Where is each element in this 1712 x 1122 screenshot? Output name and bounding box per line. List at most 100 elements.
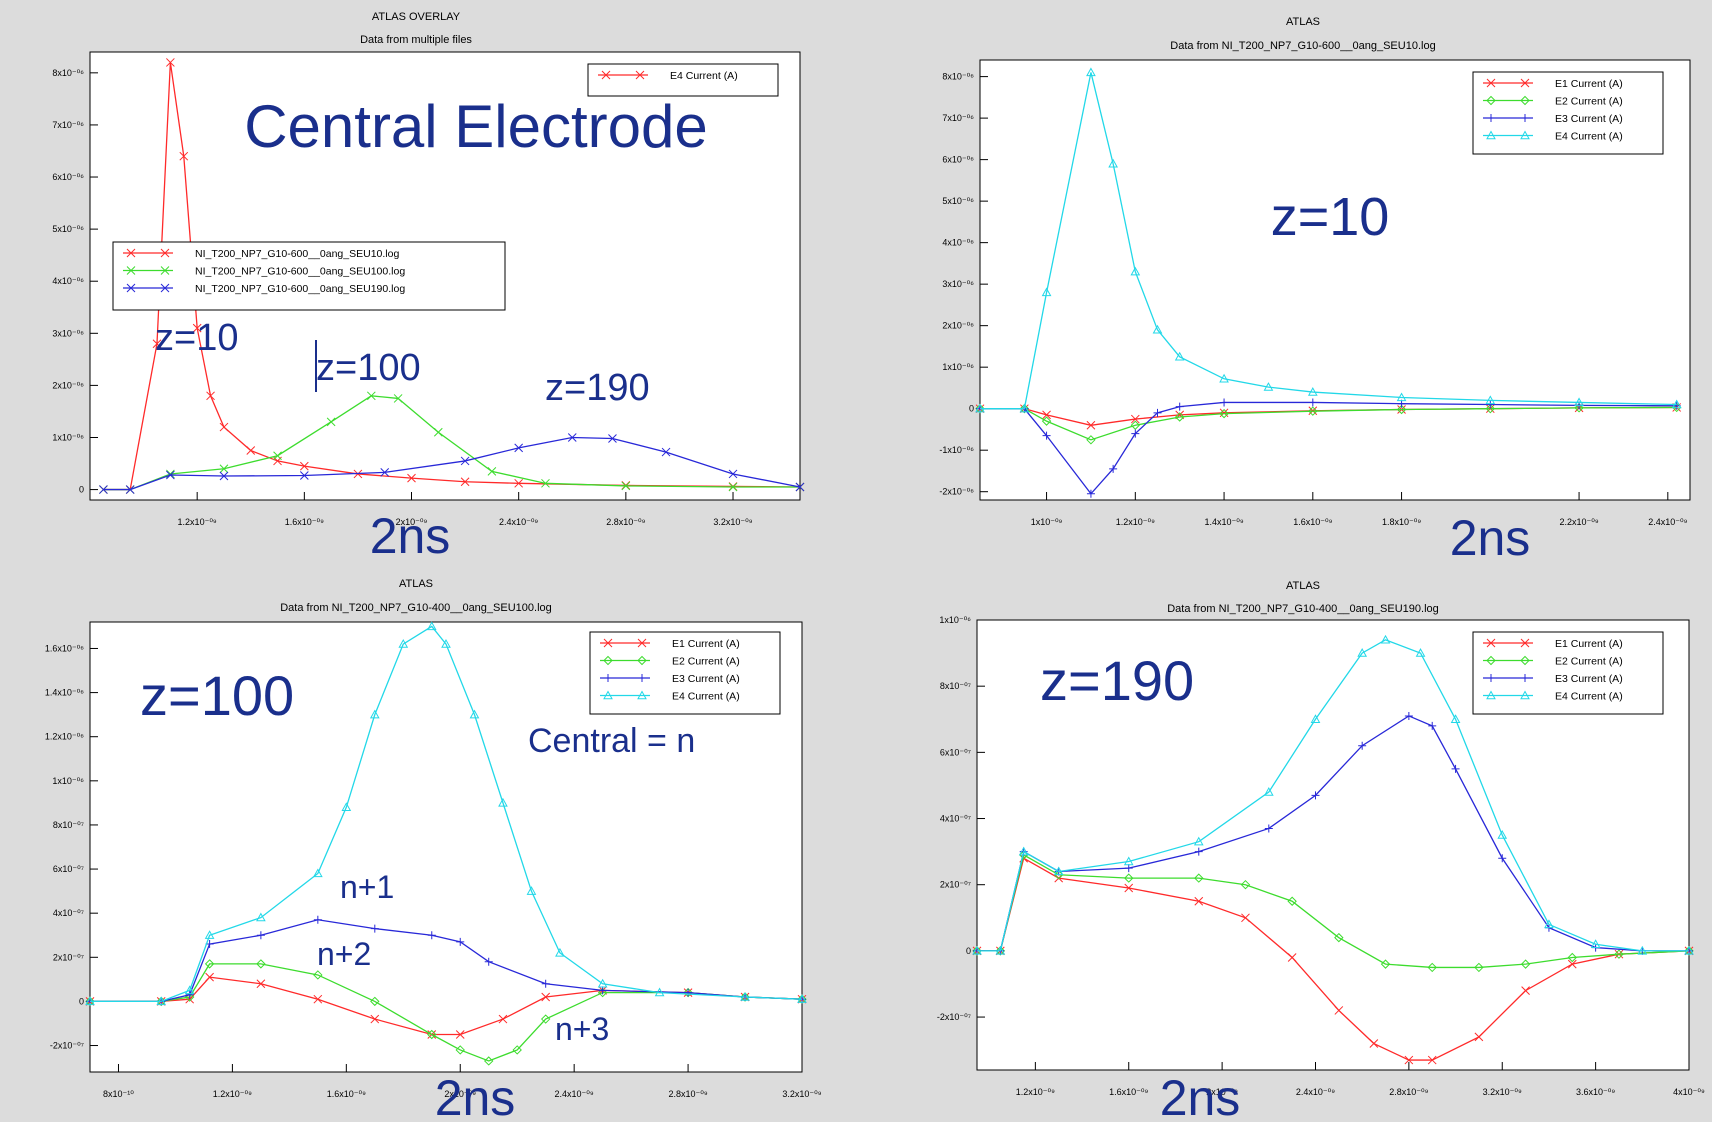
annotation-z100: z=100: [316, 347, 421, 389]
legend-marker: [637, 655, 647, 666]
data-point: [1485, 395, 1496, 405]
data-point: [1086, 67, 1096, 77]
data-point: [487, 466, 497, 476]
data-point: [484, 1056, 494, 1066]
legend-label: E3 Current (A): [672, 673, 740, 685]
data-point: [512, 1045, 522, 1055]
series-3: [99, 433, 805, 494]
legend-label: NI_T200_NP7_G10-600__0ang_SEU10.log: [195, 248, 399, 260]
annotation-2ns: 2ns: [1450, 510, 1531, 566]
data-point: [540, 1014, 551, 1024]
legend-marker: [1487, 114, 1495, 122]
legend-layer: E4 Current (A) NI_T200_NP7_G10-600__0ang_…: [112, 63, 779, 311]
legend-label: E2 Current (A): [1555, 656, 1623, 668]
data-point: [1018, 846, 1029, 856]
y-tick-label: 5x10⁻⁰⁶: [942, 196, 974, 206]
y-tick-label: 6x10⁻⁰⁶: [52, 172, 84, 182]
legend-layer: E1 Current (A) E2 Current (A) E3 Current (…: [589, 631, 781, 715]
data-point: [299, 471, 309, 480]
legend-box: [589, 631, 781, 715]
data-point: [1124, 864, 1133, 873]
y-tick-label: 1.4x10⁻⁰⁶: [45, 688, 84, 698]
data-point: [313, 994, 323, 1004]
data-point: [313, 970, 323, 980]
chart-seu190: ATLAS Data from NI_T200_NP7_G10-400__0an…: [937, 580, 1705, 1122]
y-tick-label: 6x10⁻⁰⁷: [53, 864, 84, 874]
data-point: [366, 391, 376, 401]
y-tick-label: 4x10⁻⁰⁶: [942, 238, 974, 248]
series-line: [90, 963, 803, 1062]
data-point: [1287, 896, 1297, 906]
data-point: [1264, 824, 1273, 833]
data-point: [1130, 266, 1141, 276]
series-line: [980, 72, 1677, 410]
data-point: [1684, 945, 1694, 955]
legend-marker: [1486, 638, 1496, 648]
data-point: [192, 323, 202, 333]
legend-label: E4 Current (A): [1555, 131, 1623, 143]
data-point: [1590, 939, 1601, 948]
data-point: [1427, 1055, 1437, 1065]
y-tick-label: 2x10⁻⁰⁶: [52, 380, 84, 390]
x-tick-label: 2.4x10⁻⁰⁹: [555, 1089, 594, 1099]
x-tick-label: 2x10⁻⁰⁹: [1206, 1087, 1238, 1097]
data-point: [514, 443, 524, 453]
data-point: [797, 994, 807, 1003]
data-point: [256, 931, 265, 940]
data-point: [427, 1029, 437, 1040]
chart-subtitle: Data from NI_T200_NP7_G10-400__0ang_SEU1…: [1167, 603, 1439, 615]
legend-marker: [637, 690, 647, 700]
x-tick-label: 1.6x10⁻⁰⁹: [327, 1089, 366, 1099]
data-point: [975, 403, 985, 413]
data-point: [299, 461, 309, 471]
data-point: [1357, 648, 1368, 657]
series-line: [977, 853, 1690, 969]
x-tick-label: 1.6x10⁻⁰⁹: [1109, 1087, 1148, 1097]
data-point: [426, 621, 437, 631]
legend-label: E2 Current (A): [672, 656, 740, 668]
y-tick-label: 2x10⁻⁰⁷: [53, 952, 84, 962]
data-point: [1474, 962, 1484, 973]
data-point: [1086, 489, 1095, 498]
data-point: [1486, 400, 1495, 409]
data-point: [1053, 866, 1064, 876]
x-tick-label: 1.8x10⁻⁰⁹: [1382, 517, 1421, 527]
legend-layer: E1 Current (A) E2 Current (A) E3 Current (…: [1472, 71, 1664, 155]
data-point: [1310, 714, 1321, 723]
data-point: [1175, 402, 1184, 411]
y-tick-label: 2x10⁻⁰⁷: [940, 880, 971, 890]
data-point: [1427, 962, 1437, 973]
data-point: [1404, 1055, 1414, 1065]
legend-layer: E1 Current (A) E2 Current (A) E3 Current (…: [1472, 631, 1664, 715]
data-point: [185, 990, 194, 999]
series-line: [980, 406, 1677, 441]
legend-marker: [1521, 114, 1529, 122]
x-tick-label: 2.4x10⁻⁰⁹: [1648, 517, 1687, 527]
data-point: [219, 471, 229, 481]
data-point: [1574, 403, 1584, 413]
series-2: [972, 850, 1694, 973]
data-point: [1153, 408, 1162, 417]
legend-label: NI_T200_NP7_G10-600__0ang_SEU100.log: [195, 266, 405, 278]
series-4: [975, 67, 1682, 413]
legend-marker: [1486, 130, 1496, 140]
legend-marker: [1486, 95, 1496, 106]
data-point: [313, 915, 322, 924]
legend-label: NI_T200_NP7_G10-600__0ang_SEU190.log: [195, 283, 405, 295]
data-point: [1123, 856, 1134, 866]
x-tick-label: 2x10⁻⁰⁹: [396, 517, 428, 527]
x-tick-label: 2.8x10⁻⁰⁹: [668, 1089, 707, 1099]
legend-label: E3 Current (A): [1555, 113, 1623, 125]
data-point: [1041, 287, 1052, 297]
y-tick-label: 7x10⁻⁰⁶: [942, 113, 974, 123]
y-tick-label: 2x10⁻⁰⁶: [942, 321, 974, 331]
data-point: [541, 979, 550, 988]
chart-subtitle: Data from multiple files: [360, 34, 472, 46]
legend-marker: [638, 674, 646, 682]
data-point: [1124, 883, 1134, 893]
data-point: [1241, 913, 1250, 923]
series-4: [85, 621, 807, 1006]
data-point: [1574, 397, 1584, 407]
data-point: [995, 945, 1006, 955]
